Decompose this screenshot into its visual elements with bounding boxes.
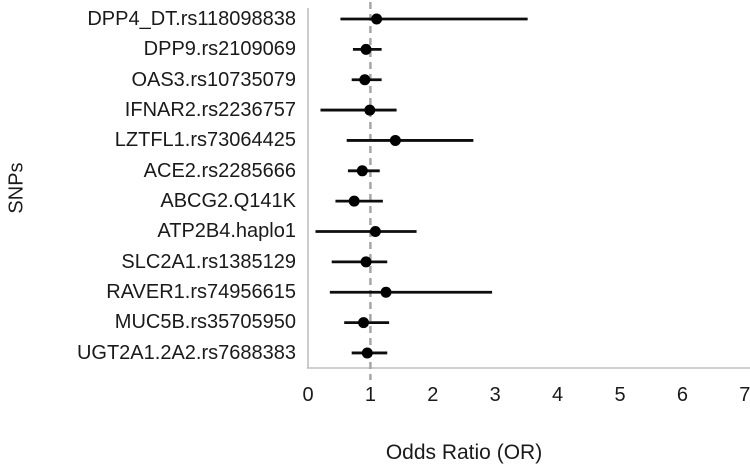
x-tick-1: 1 xyxy=(364,384,376,406)
snp-label-ACE2.rs2285666: ACE2.rs2285666 xyxy=(143,159,296,182)
snp-label-column: DPP4_DT.rs118098838 DPP9.rs2109069 OAS3.rs… xyxy=(0,0,296,380)
snp-label-SLC2A1.rs1385129: SLC2A1.rs1385129 xyxy=(121,250,296,273)
x-tick-3: 3 xyxy=(489,384,501,406)
or-point-LZTFL1.rs73064425 xyxy=(389,134,401,146)
x-axis-title: Odds Ratio (OR) xyxy=(385,441,543,464)
snp-label-RAVER1.rs74956615: RAVER1.rs74956615 xyxy=(106,281,296,304)
x-tick-0: 0 xyxy=(302,384,314,406)
snp-label-UGT2A1.2A2.rs7688383: UGT2A1.2A2.rs7688383 xyxy=(76,341,296,364)
or-point-SLC2A1.rs1385129 xyxy=(360,256,372,268)
snp-label-DPP9.rs2109069: DPP9.rs2109069 xyxy=(143,38,296,61)
x-tick-6: 6 xyxy=(676,384,688,406)
or-point-DPP9.rs2109069 xyxy=(360,43,372,55)
or-point-IFNAR2.rs2236757 xyxy=(364,104,376,116)
snp-label-OAS3.rs10735079: OAS3.rs10735079 xyxy=(131,68,296,91)
x-tick-5: 5 xyxy=(614,384,626,406)
or-point-ACE2.rs2285666 xyxy=(356,165,368,177)
snp-label-IFNAR2.rs2236757: IFNAR2.rs2236757 xyxy=(124,98,296,121)
x-tick-2: 2 xyxy=(427,384,439,406)
or-point-ABCG2.Q141K xyxy=(348,195,360,207)
or-point-ATP2B4.haplo1 xyxy=(369,226,381,238)
x-tick-4: 4 xyxy=(552,384,564,406)
snp-label-ABCG2.Q141K: ABCG2.Q141K xyxy=(160,189,296,212)
snp-label-LZTFL1.rs73064425: LZTFL1.rs73064425 xyxy=(114,129,296,152)
or-point-UGT2A1.2A2.rs7688383 xyxy=(361,347,373,359)
snp-label-MUC5B.rs35705950: MUC5B.rs35705950 xyxy=(114,311,296,334)
x-tick-7: 7 xyxy=(739,384,750,406)
or-point-DPP4_DT.rs118098838 xyxy=(371,13,383,25)
or-point-OAS3.rs10735079 xyxy=(359,74,371,86)
or-point-RAVER1.rs74956615 xyxy=(380,286,392,298)
or-point-MUC5B.rs35705950 xyxy=(358,317,370,329)
snp-label-ATP2B4.haplo1: ATP2B4.haplo1 xyxy=(157,220,296,243)
snp-label-DPP4_DT.rs118098838: DPP4_DT.rs118098838 xyxy=(87,7,296,30)
